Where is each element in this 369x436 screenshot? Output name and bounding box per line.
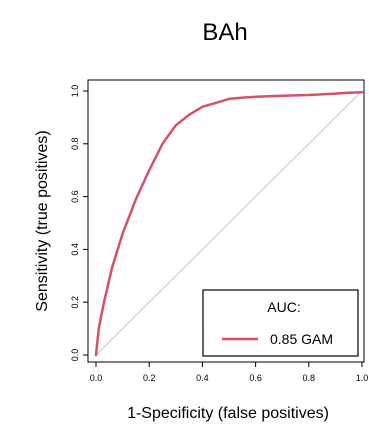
legend-title: AUC: (267, 299, 300, 315)
diagonal-reference-line (95, 90, 363, 356)
x-tick-label: 0.6 (249, 373, 262, 383)
y-tick-label: 0.6 (70, 190, 80, 203)
x-tick-label: 0.0 (90, 373, 103, 383)
chart-title: BAh (202, 19, 247, 46)
x-axis-label: 1-Specificity (false positives) (127, 405, 329, 422)
y-tick-label: 0.0 (70, 349, 80, 362)
y-axis-label: Sensitivity (true positives) (34, 130, 51, 311)
legend-box (202, 289, 359, 357)
x-tick-label: 0.8 (303, 373, 316, 383)
legend: AUC: 0.85 GAM (202, 289, 359, 357)
x-axis: 0.0 0.2 0.4 0.6 0.8 1.0 (90, 362, 369, 383)
y-tick-label: 0.2 (70, 296, 80, 309)
y-axis: 0.0 0.2 0.4 0.6 0.8 1.0 (70, 85, 88, 362)
legend-entry-gam: 0.85 GAM (270, 331, 333, 347)
x-tick-label: 0.4 (196, 373, 209, 383)
roc-curve-gam (94, 91, 364, 357)
y-tick-label: 0.4 (70, 243, 80, 256)
x-tick-label: 0.2 (143, 373, 156, 383)
plot-frame (87, 79, 365, 363)
y-tick-label: 1.0 (70, 85, 80, 98)
x-tick-label: 1.0 (356, 373, 369, 383)
y-tick-label: 0.8 (70, 138, 80, 151)
